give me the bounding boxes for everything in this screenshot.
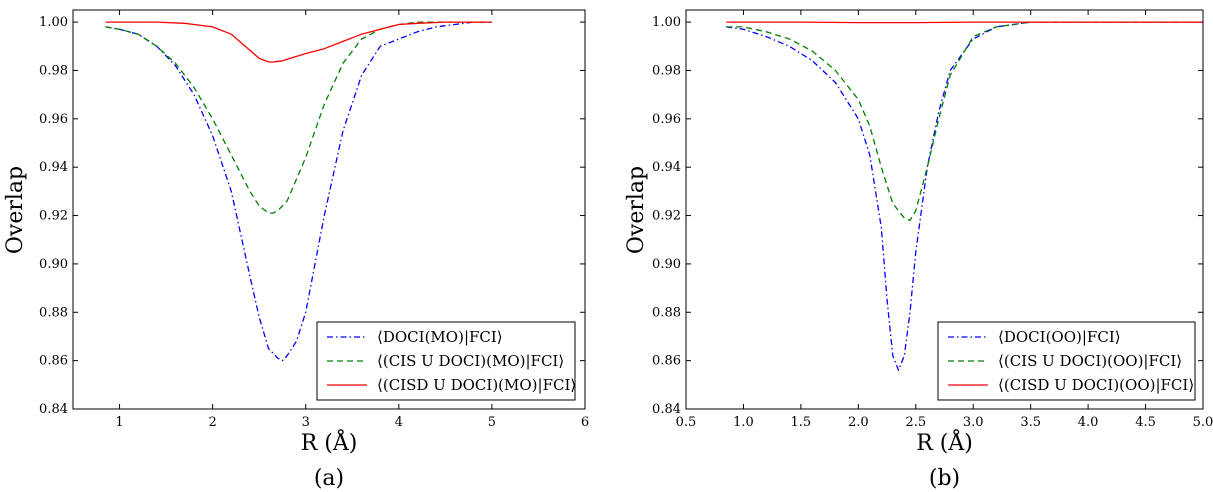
y-tick-label: 0.90 — [652, 257, 681, 272]
y-tick-label: 0.96 — [652, 112, 681, 127]
x-tick-label: 5.0 — [1193, 415, 1213, 430]
x-tick-label: 4 — [395, 415, 403, 430]
x-tick-label: 3 — [302, 415, 310, 430]
y-tick-label: 1.00 — [652, 15, 681, 30]
series-line-2 — [105, 21, 492, 214]
x-tick-label: 2 — [208, 415, 216, 430]
x-tick-label: 5 — [488, 415, 496, 430]
y-axis-title: Overlap — [624, 166, 649, 254]
y-tick-label: 0.96 — [39, 112, 68, 127]
legend-label-1: ⟨DOCI(MO)|FCI⟩ — [377, 328, 503, 346]
legend-label-3: ⟨(CISD U DOCI)(MO)|FCI⟩ — [377, 376, 576, 394]
legend: ⟨DOCI(OO)|FCI⟩ ⟨(CIS U DOCI)(OO)|FCI⟩ ⟨(CI… — [937, 321, 1196, 401]
y-tick-label: 0.94 — [39, 160, 68, 175]
y-tick-label: 0.86 — [652, 354, 681, 369]
x-tick-label: 4.0 — [1078, 415, 1099, 430]
panel-label: (a) — [314, 466, 344, 491]
x-tick-label: 0.5 — [676, 415, 697, 430]
legend: ⟨DOCI(MO)|FCI⟩ ⟨(CIS U DOCI)(MO)|FCI⟩ ⟨(CI… — [316, 321, 576, 401]
y-tick-label: 0.88 — [39, 305, 68, 320]
panel-label: (b) — [929, 466, 960, 491]
x-tick-label: 1 — [115, 415, 123, 430]
plot-frame — [72, 9, 586, 410]
plot-frame — [685, 9, 1204, 410]
y-tick-label: 0.98 — [652, 63, 681, 78]
series-line-1 — [726, 21, 1203, 371]
legend-label-2: ⟨(CIS U DOCI)(OO)|FCI⟩ — [998, 352, 1182, 370]
x-tick-label: 2.5 — [905, 415, 926, 430]
x-axis-title: R (Å) — [301, 428, 358, 456]
y-tick-label: 0.98 — [39, 63, 68, 78]
x-tick-label: 1.5 — [791, 415, 812, 430]
y-tick-label: 0.84 — [652, 402, 681, 417]
chart-panel-b: 0.84 0.86 0.88 0.90 0.92 0.94 0.96 0.98 1.00 0.5 1… — [624, 9, 1213, 491]
x-axis-title: R (Å) — [916, 428, 973, 456]
x-tick-label: 4.5 — [1135, 415, 1156, 430]
y-axis-title: Overlap — [3, 166, 28, 254]
series-line-3 — [105, 21, 492, 63]
y-tick-label: 0.84 — [39, 402, 68, 417]
x-tick-label: 6 — [581, 415, 589, 430]
legend-label-2: ⟨(CIS U DOCI)(MO)|FCI⟩ — [377, 352, 564, 370]
y-tick-label: 0.86 — [39, 354, 68, 369]
y-tick-label: 0.94 — [652, 160, 681, 175]
series-line-2 — [726, 21, 1203, 222]
x-tick-label: 3.0 — [963, 415, 984, 430]
chart-panel-a: 0.84 0.86 0.88 0.90 0.92 0.94 0.96 0.98 1.00 1 2 3 4… — [3, 9, 589, 491]
x-tick-label: 2.0 — [848, 415, 869, 430]
y-tick-label: 0.90 — [39, 257, 68, 272]
series-line-3 — [726, 21, 1203, 24]
y-tick-label: 0.92 — [39, 209, 68, 224]
legend-label-3: ⟨(CISD U DOCI)(OO)|FCI⟩ — [998, 376, 1194, 394]
legend-label-1: ⟨DOCI(OO)|FCI⟩ — [998, 328, 1121, 346]
series-line-1 — [105, 21, 492, 362]
x-tick-label: 3.5 — [1020, 415, 1041, 430]
y-tick-label: 0.92 — [652, 209, 681, 224]
x-tick-label: 1.0 — [733, 415, 754, 430]
y-tick-label: 0.88 — [652, 305, 681, 320]
y-tick-label: 1.00 — [39, 15, 68, 30]
